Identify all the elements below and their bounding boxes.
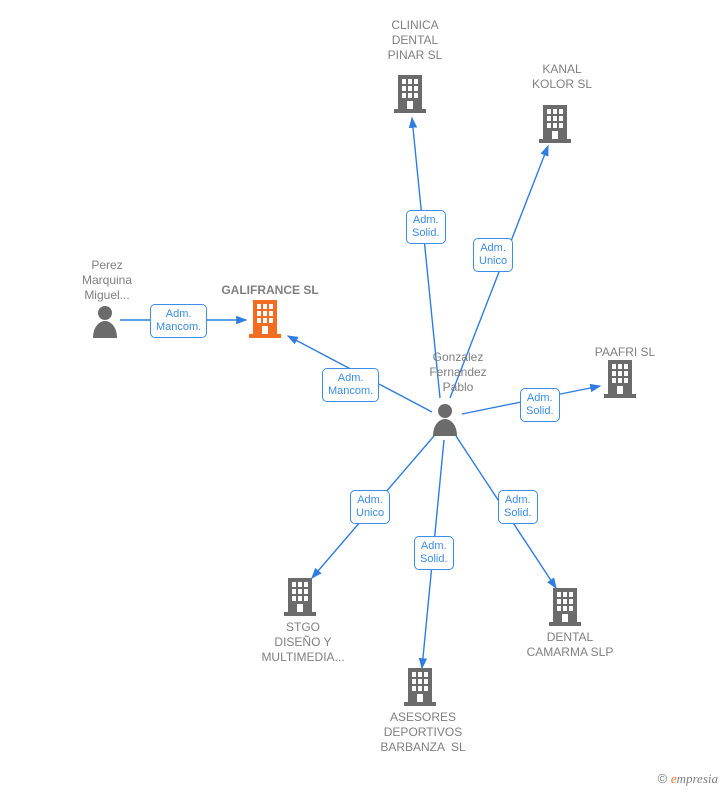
node-label: Gonzalez Fernandez Pablo [418, 350, 498, 395]
copyright-symbol: © [658, 771, 668, 786]
node-label: DENTAL CAMARMA SLP [520, 630, 620, 660]
node-label: STGO DISEÑO Y MULTIMEDIA... [258, 620, 348, 665]
edge-label: Adm. Mancom. [322, 368, 379, 402]
node-label: GALIFRANCE SL [205, 283, 335, 298]
building-icon [404, 668, 436, 706]
edge-label: Adm. Solid. [406, 210, 446, 244]
edge-label: Adm. Mancom. [150, 304, 207, 338]
node-label: PAAFRI SL [585, 345, 665, 360]
person-icon [433, 404, 457, 436]
building-icon [539, 105, 571, 143]
node-label: KANAL KOLOR SL [527, 62, 597, 92]
edge-label: Adm. Unico [473, 238, 513, 272]
brand-rest: mpresia [677, 771, 718, 786]
node-label: CLINICA DENTAL PINAR SL [380, 18, 450, 63]
edge-label: Adm. Unico [350, 490, 390, 524]
building-icon [284, 578, 316, 616]
node-label: Perez Marquina Miguel... [72, 258, 142, 303]
edge-label: Adm. Solid. [520, 388, 560, 422]
person-icon [93, 306, 117, 338]
edge-label: Adm. Solid. [498, 490, 538, 524]
building-icon [549, 588, 581, 626]
credit-footer: © empresia [658, 771, 718, 787]
building-icon [394, 75, 426, 113]
edge-label: Adm. Solid. [414, 536, 454, 570]
building-icon [249, 300, 281, 338]
node-label: ASESORES DEPORTIVOS BARBANZA SL [373, 710, 473, 755]
building-icon [604, 360, 636, 398]
